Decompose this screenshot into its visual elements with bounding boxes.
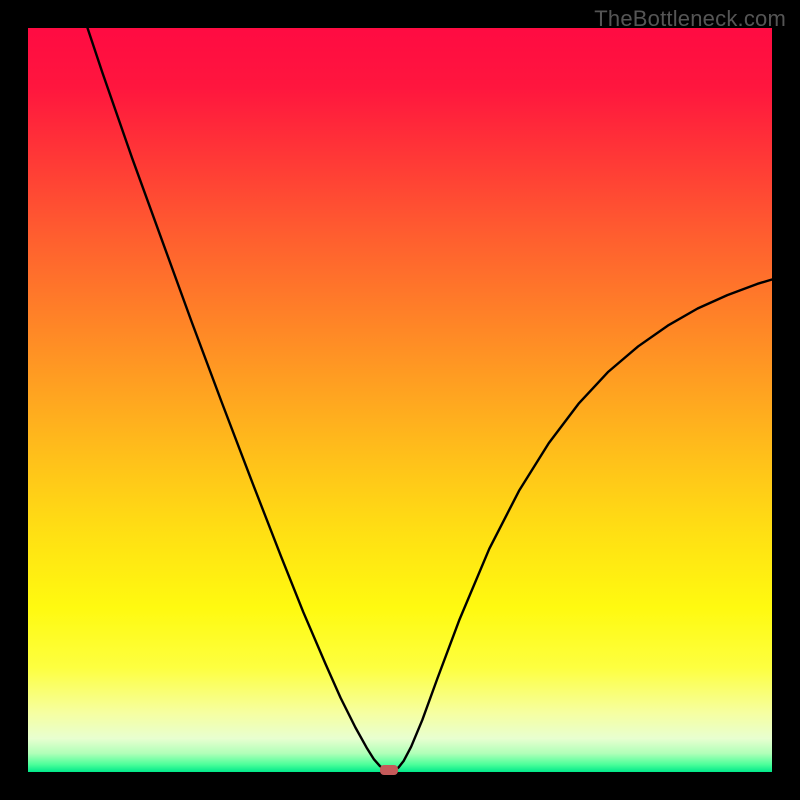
bottleneck-curve — [0, 0, 800, 800]
chart-frame: TheBottleneck.com — [0, 0, 800, 800]
curve-path — [88, 28, 772, 771]
watermark: TheBottleneck.com — [594, 6, 786, 32]
optimal-marker — [380, 765, 398, 775]
